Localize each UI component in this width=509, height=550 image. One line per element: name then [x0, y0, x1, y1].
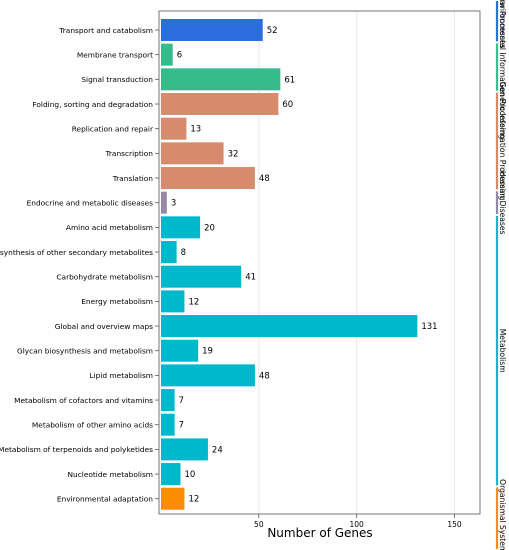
- group-label: ular Processes: [498, 0, 507, 48]
- bar: [160, 339, 199, 362]
- bar: [160, 68, 281, 91]
- value-label: 48: [259, 174, 270, 184]
- value-label: 13: [190, 125, 201, 135]
- category-label: Glycan biosynthesis and metabolism: [17, 347, 153, 356]
- category-label: Global and overview maps: [55, 322, 153, 331]
- bars: [160, 19, 418, 510]
- value-label: 131: [421, 322, 437, 332]
- category-label: Environmental adaptation: [57, 495, 153, 504]
- category-label: Membrane transport: [77, 50, 153, 59]
- category-label: Nucleotide metabolism: [68, 470, 153, 479]
- category-label: Energy metabolism: [81, 297, 153, 306]
- x-axis-title: Number of Genes: [267, 526, 372, 540]
- bar: [160, 167, 255, 190]
- value-label: 48: [259, 371, 270, 381]
- bar: [160, 364, 255, 387]
- bar: [160, 265, 242, 288]
- value-label: 6: [177, 51, 182, 61]
- bar: [160, 117, 187, 140]
- x-tick-label: 100: [350, 520, 365, 529]
- category-labels: Transport and catabolism Membrane transpo…: [0, 26, 159, 504]
- value-label: 60: [282, 100, 293, 110]
- bar: [160, 19, 263, 41]
- bar: [160, 43, 173, 66]
- x-axis-ticks: 50 100 150: [254, 514, 462, 529]
- value-label: 41: [245, 273, 256, 283]
- category-label: Carbohydrate metabolism: [56, 273, 153, 282]
- value-label: 8: [181, 248, 186, 258]
- bar: [160, 290, 185, 313]
- x-tick-label: 150: [447, 520, 462, 529]
- value-label: 12: [188, 297, 199, 307]
- category-label: Metabolism of cofactors and vitamins: [14, 396, 153, 405]
- bar: [160, 463, 181, 486]
- category-label: Lipid metabolism: [90, 371, 154, 380]
- value-label: 7: [179, 421, 184, 431]
- value-label: 7: [179, 396, 184, 406]
- value-label: 12: [188, 495, 199, 505]
- category-label: Replication and repair: [72, 124, 154, 133]
- value-label: 52: [267, 26, 278, 36]
- x-tick-label: 50: [254, 520, 264, 529]
- bar: [160, 438, 208, 461]
- category-label: Transport and catabolism: [58, 26, 153, 35]
- category-label: Signal transduction: [81, 75, 153, 84]
- category-label: Endocrine and metabolic diseases: [27, 198, 154, 207]
- category-label: Metabolism of other amino acids: [32, 421, 153, 430]
- bar: [160, 191, 167, 214]
- bar: [160, 93, 279, 116]
- category-label: Transcription: [104, 149, 153, 158]
- grid-lines: [258, 11, 455, 514]
- value-label: 61: [284, 75, 295, 85]
- value-label: 10: [185, 470, 196, 480]
- value-label: 32: [228, 149, 239, 159]
- bar: [160, 487, 185, 510]
- bar: [160, 241, 177, 264]
- bar: [160, 216, 201, 239]
- value-label: 20: [204, 223, 215, 233]
- category-label: Translation: [112, 174, 154, 183]
- plot-frame: [158, 10, 481, 515]
- bar: [160, 389, 175, 412]
- category-label: Amino acid metabolism: [66, 223, 153, 232]
- bar: [160, 413, 175, 436]
- group-label: Environmental Information Processing: [498, 0, 507, 139]
- category-label: Metabolism of terpenoids and polyketides: [0, 445, 153, 454]
- value-label: 24: [212, 445, 223, 455]
- group-label: Genetic Information Processing: [498, 82, 507, 201]
- category-label: Biosynthesis of other secondary metaboli…: [0, 248, 153, 257]
- category-label: Folding, sorting and degradation: [32, 100, 153, 109]
- bar: [160, 142, 224, 165]
- group-label: Metabolism: [498, 329, 507, 373]
- bar: [160, 315, 418, 338]
- value-label: 19: [202, 347, 213, 357]
- group-label: Human Diseases: [498, 171, 507, 235]
- group-label: Organismal Systems: [498, 479, 507, 550]
- value-label: 3: [171, 199, 176, 209]
